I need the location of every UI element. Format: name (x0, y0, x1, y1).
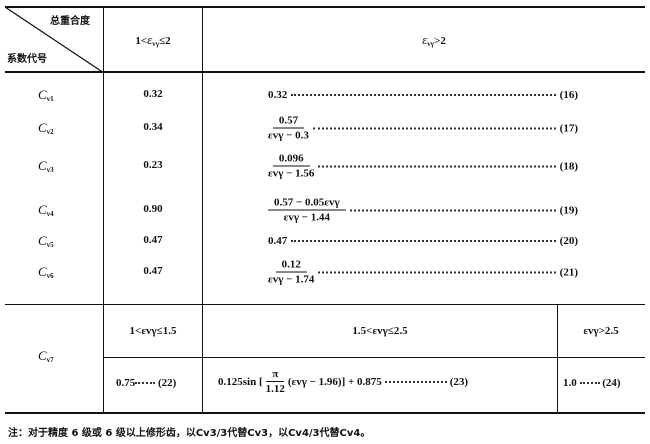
value-low-ratio: 0.32 (143, 88, 163, 100)
formula-24: 1.0 (24) (563, 377, 621, 389)
formula-22: 0.75 (22) (116, 377, 177, 389)
value-low-ratio: 0.47 (143, 234, 163, 246)
value-low-ratio: 0.23 (143, 159, 163, 171)
formula-row: 0.12 εvγ − 1.74 (21) (268, 258, 578, 286)
formula-row: 0.57 εvγ − 0.3 (17) (268, 114, 578, 142)
cv7-range-1: 1<εvγ≤1.5 (129, 325, 177, 337)
formula-23: 0.125sin [π 1.12 (εvγ − 1.96)] + 0.875 (23) (218, 368, 469, 395)
coefficient-symbol: Cv2 (38, 120, 54, 136)
cv7-range-2: 1.5<εvγ≤2.5 (352, 325, 408, 337)
formula-row: 0.57 − 0.05εvγ εvγ − 1.44 (19) (268, 197, 578, 224)
formula-row: 0.47 (20) (268, 235, 578, 247)
header-range-1: 1<εvγ≤2 (135, 32, 171, 48)
value-low-ratio: 0.47 (143, 265, 163, 277)
cv7-symbol: Cv7 (38, 348, 54, 364)
cv7-subheader-rule (103, 357, 645, 358)
col-divider-3 (557, 305, 558, 413)
section-rule (5, 304, 645, 305)
header-coefficient-code: 系数代号 (7, 54, 47, 65)
coefficient-symbol: Cv6 (38, 264, 54, 280)
diagonal-header-line (5, 7, 104, 73)
table-top-rule (5, 6, 645, 8)
value-low-ratio: 0.34 (143, 121, 163, 133)
coefficient-symbol: Cv3 (38, 158, 54, 174)
col-divider-1 (103, 6, 104, 414)
header-total-contact-ratio: 总重合度 (50, 16, 90, 27)
value-low-ratio: 0.90 (143, 203, 163, 215)
table-bottom-rule (5, 412, 645, 414)
coefficient-symbol: Cv4 (38, 202, 54, 218)
header-range-2: εvγ>2 (422, 32, 446, 48)
header-rule (5, 71, 645, 73)
formula-row: 0.32 (16) (268, 89, 578, 101)
coefficient-symbol: Cv1 (38, 87, 54, 103)
formula-row: 0.096 εvγ − 1.56 (18) (268, 152, 578, 180)
col-divider-2 (202, 6, 203, 414)
table-note: 注：对于精度 6 级或 6 级以上修形齿，以Cv3/3代替Cv3，以Cv4/3代… (8, 428, 371, 439)
coefficient-symbol: Cv5 (38, 233, 54, 249)
cv7-range-3: εvγ>2.5 (583, 325, 619, 337)
